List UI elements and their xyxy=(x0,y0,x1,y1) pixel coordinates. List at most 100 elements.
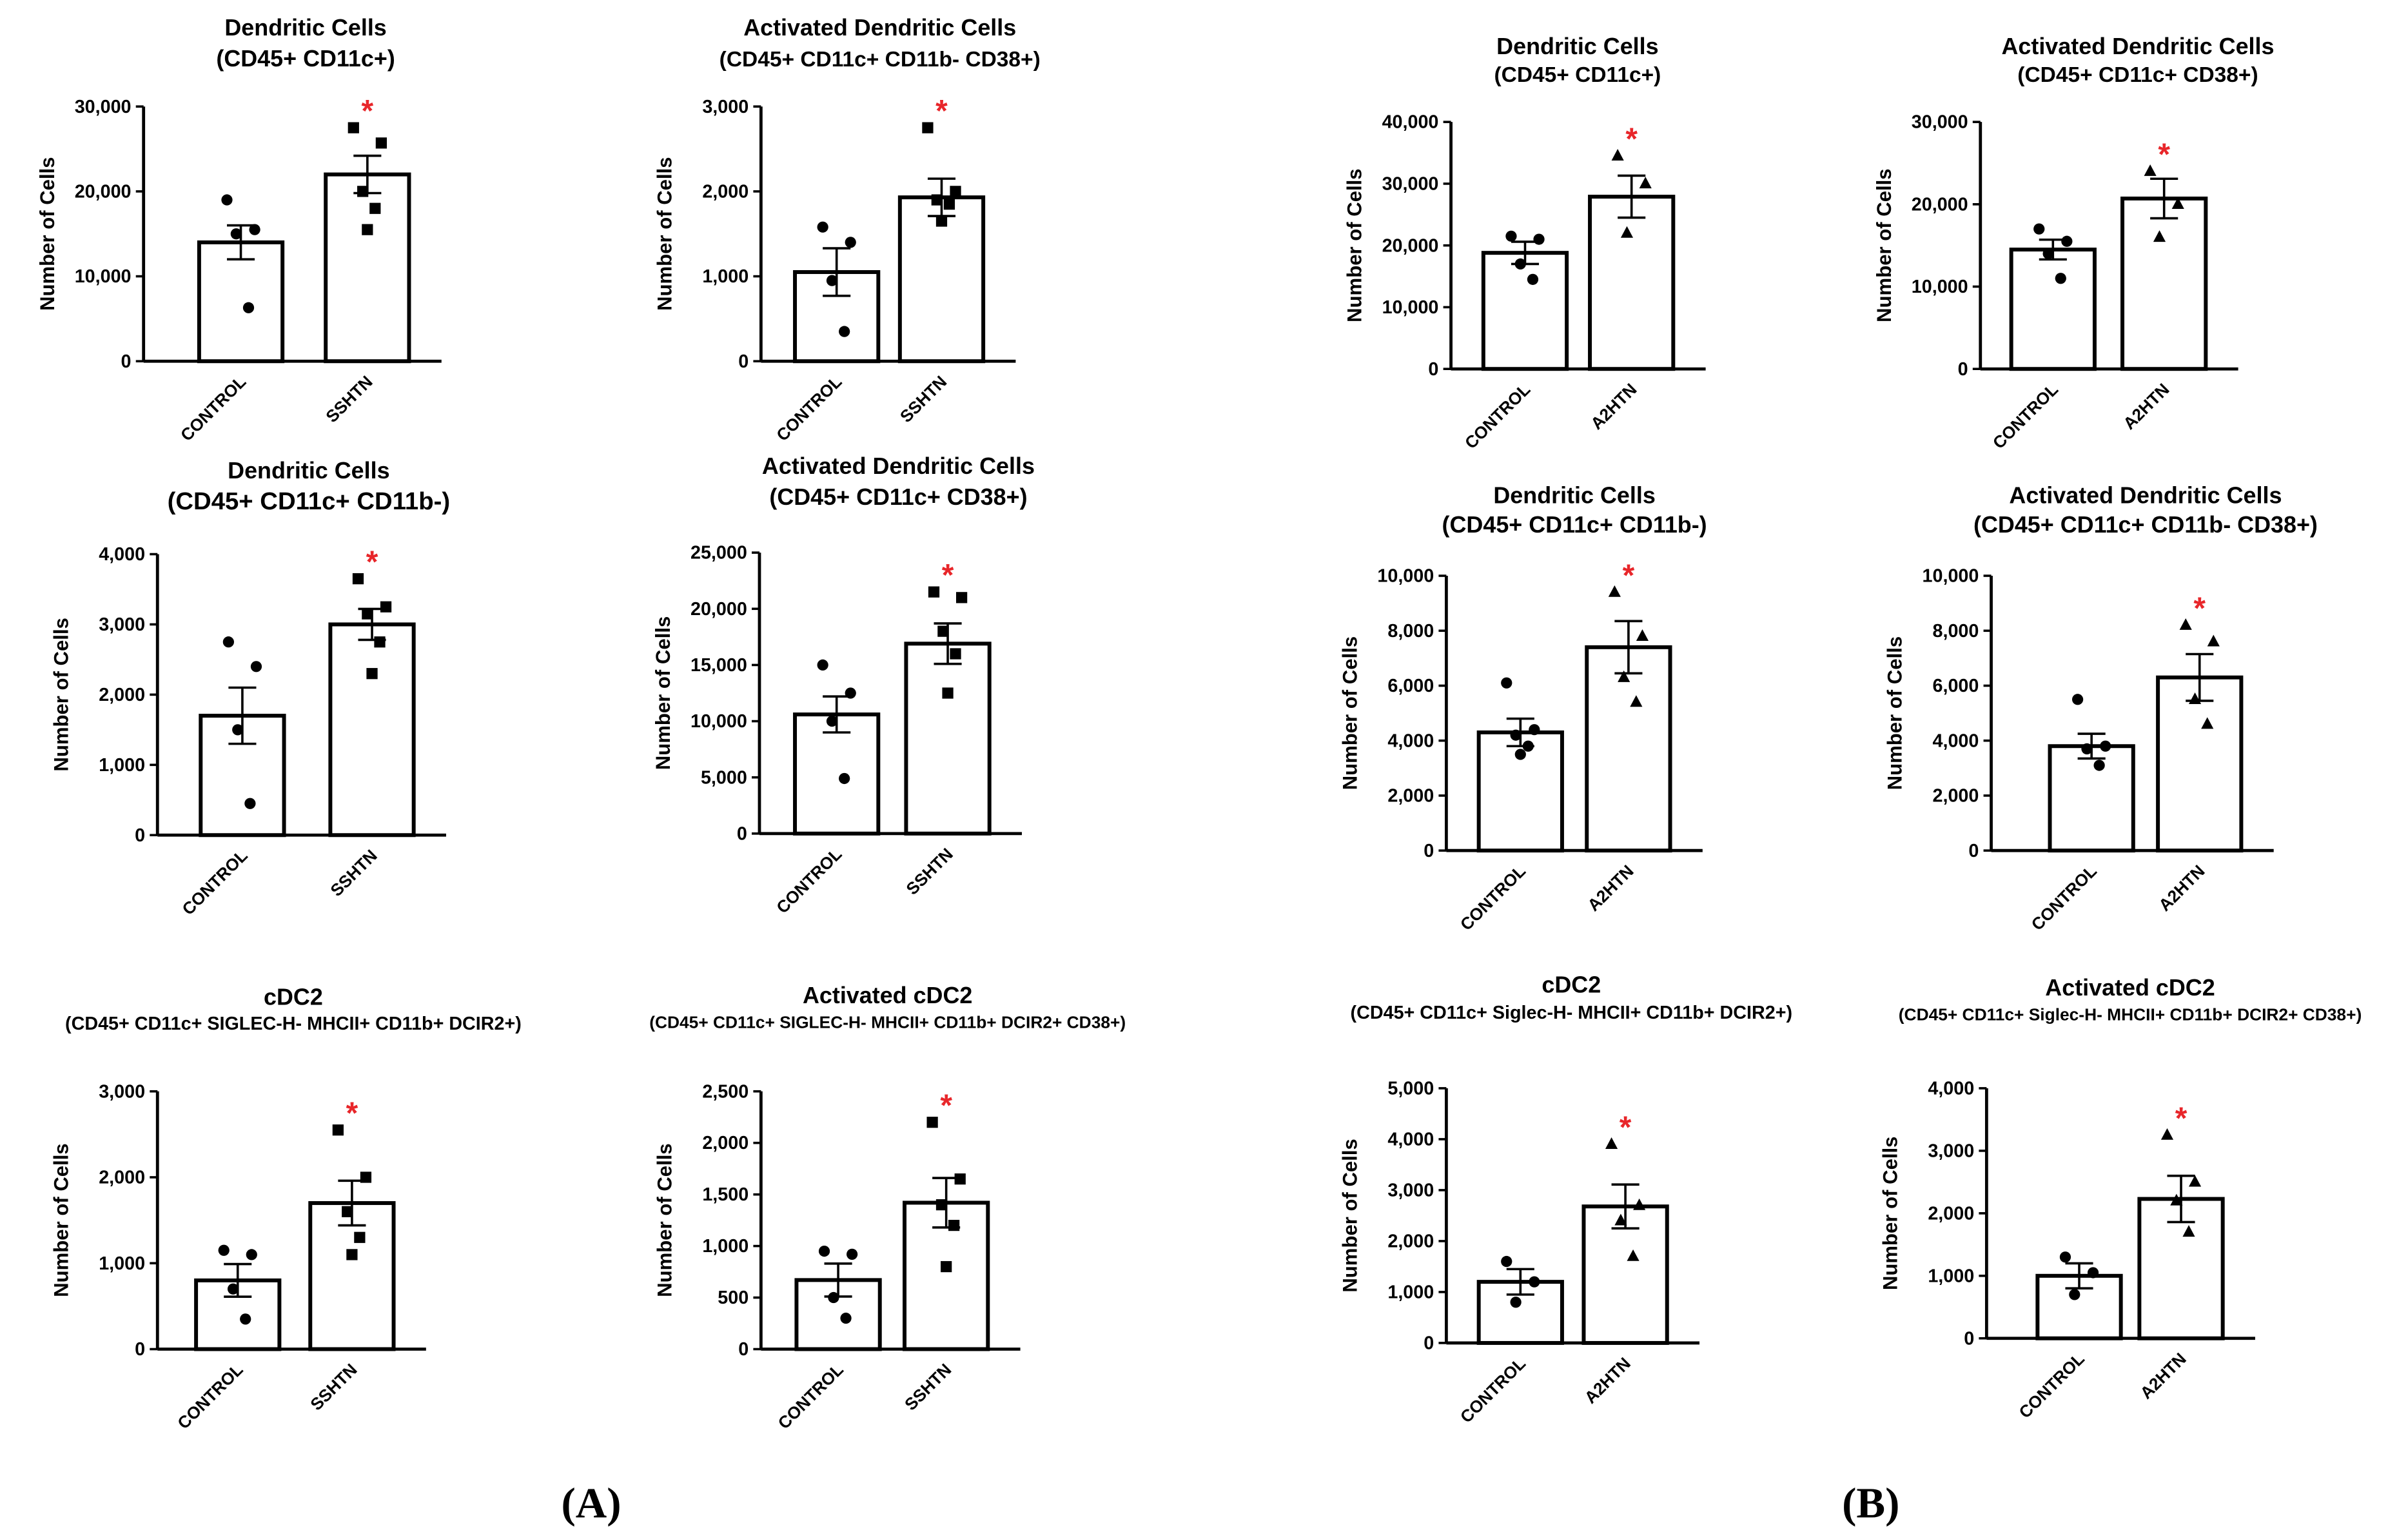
bar xyxy=(2120,196,2208,371)
x-tick-label: SSHTN xyxy=(322,372,376,426)
significance-mark: * xyxy=(2158,138,2170,172)
data-point xyxy=(955,592,968,603)
chart-subtitle: (CD45+ CD11c+ CD11b-) xyxy=(168,487,450,515)
data-point xyxy=(346,1249,358,1260)
y-tick-label: 10,000 xyxy=(1912,277,1968,297)
y-tick-label: 2,000 xyxy=(1928,1203,1974,1224)
x-tick-label: SSHTN xyxy=(903,844,957,898)
data-point xyxy=(362,608,373,620)
y-tick-label: 8,000 xyxy=(1387,621,1434,642)
panel-label: (B) xyxy=(1842,1479,1899,1527)
data-point xyxy=(2069,1289,2080,1300)
y-tick-label: 30,000 xyxy=(1912,112,1968,133)
data-point xyxy=(2042,248,2054,260)
y-tick-label: 1,000 xyxy=(99,755,145,776)
x-tick-label: A2HTN xyxy=(2119,380,2173,433)
chart-subtitle: (CD45+ CD11c+ CD38+) xyxy=(2017,63,2258,87)
x-tick-label: CONTROL xyxy=(173,1360,246,1433)
chart-subtitle: (CD45+ CD11c+ SIGLEC-H- MHCII+ CD11b+ DC… xyxy=(649,1013,1126,1032)
y-tick-label: 0 xyxy=(135,825,145,846)
data-point xyxy=(1514,749,1526,760)
data-point xyxy=(374,636,386,648)
y-tick-label: 6,000 xyxy=(1387,676,1434,696)
y-tick-label: 2,000 xyxy=(702,1133,749,1153)
y-axis-label: Number of Cells xyxy=(1339,1139,1362,1293)
y-tick-label: 10,000 xyxy=(1377,566,1434,587)
data-point xyxy=(840,1312,852,1324)
data-point xyxy=(2171,197,2184,210)
data-point xyxy=(817,221,828,233)
x-tick-label: CONTROL xyxy=(774,1360,847,1433)
y-tick-label: 20,000 xyxy=(1382,235,1439,256)
y-tick-label: 10,000 xyxy=(690,711,747,732)
data-point xyxy=(2033,223,2045,235)
y-tick-label: 3,000 xyxy=(702,97,749,117)
y-tick-label: 2,000 xyxy=(99,1168,145,1188)
chart-subtitle: (CD45+ CD11c+ CD11b-) xyxy=(1442,511,1707,538)
y-tick-label: 25,000 xyxy=(690,543,747,564)
chart: Activated Dendritic Cells(CD45+ CD11c+ C… xyxy=(1884,482,2318,934)
y-tick-label: 4,000 xyxy=(1928,1078,1974,1099)
y-tick-label: 10,000 xyxy=(75,266,132,287)
chart-title: Activated cDC2 xyxy=(803,982,972,1008)
y-tick-label: 0 xyxy=(1424,1333,1434,1354)
x-tick-label: SSHTN xyxy=(327,846,381,900)
chart-subtitle: (CD45+ CD11c+ Siglec-H- MHCII+ CD11b+ DC… xyxy=(1351,1003,1793,1023)
data-point xyxy=(1620,226,1634,238)
y-tick-label: 1,500 xyxy=(702,1184,749,1205)
y-tick-label: 20,000 xyxy=(75,181,132,202)
data-point xyxy=(1505,230,1517,242)
y-tick-label: 3,000 xyxy=(1928,1141,1974,1161)
data-point xyxy=(380,601,392,613)
x-tick-label: CONTROL xyxy=(1456,861,1529,934)
y-tick-label: 2,000 xyxy=(1933,786,1979,807)
bar xyxy=(903,1201,990,1351)
y-tick-label: 5,000 xyxy=(1387,1078,1434,1099)
chart: Activated Dendritic Cells(CD45+ CD11c+ C… xyxy=(1873,33,2275,453)
data-point xyxy=(1501,1255,1512,1268)
data-point xyxy=(845,237,856,248)
x-tick-label: CONTROL xyxy=(772,844,845,917)
y-tick-label: 1,000 xyxy=(99,1253,145,1274)
data-point xyxy=(926,1117,938,1128)
data-point xyxy=(1618,670,1630,682)
y-tick-label: 2,500 xyxy=(702,1081,749,1102)
data-point xyxy=(222,636,234,648)
data-point xyxy=(2182,1225,2195,1237)
y-axis-label: Number of Cells xyxy=(1344,168,1366,322)
data-point xyxy=(1529,1276,1540,1288)
chart-subtitle: (CD45+ CD11c+ CD38+) xyxy=(769,484,1027,510)
y-tick-label: 3,000 xyxy=(99,614,145,635)
data-point xyxy=(1636,629,1649,641)
data-point xyxy=(2061,235,2073,247)
chart-title: Activated cDC2 xyxy=(2045,974,2215,1001)
significance-mark: * xyxy=(2175,1102,2188,1136)
data-point xyxy=(1627,1249,1640,1261)
panel-label: (A) xyxy=(561,1479,621,1527)
y-axis-label: Number of Cells xyxy=(50,1143,72,1297)
data-point xyxy=(2055,273,2066,284)
data-point xyxy=(250,661,262,672)
x-tick-label: CONTROL xyxy=(772,372,845,445)
data-point xyxy=(942,687,954,699)
significance-mark: * xyxy=(346,1097,358,1131)
chart: Activated Dendritic Cells(CD45+ CD11c+ C… xyxy=(652,453,1035,917)
x-tick-label: SSHTN xyxy=(896,372,950,426)
y-tick-label: 30,000 xyxy=(75,97,132,117)
data-point xyxy=(360,1171,372,1183)
data-point xyxy=(366,668,378,680)
chart-subtitle: (CD45+ CD11c+ Siglec-H- MHCII+ CD11b+ DC… xyxy=(1899,1005,2362,1024)
y-tick-label: 0 xyxy=(737,823,747,844)
data-point xyxy=(1605,1137,1618,1149)
y-tick-label: 3,000 xyxy=(99,1081,145,1102)
y-tick-label: 0 xyxy=(135,1339,145,1360)
y-axis-label: Number of Cells xyxy=(652,616,674,770)
y-tick-label: 0 xyxy=(1964,1328,1974,1349)
data-point xyxy=(1633,1198,1646,1210)
data-point xyxy=(1501,677,1512,689)
data-point xyxy=(2188,1175,2202,1187)
data-point xyxy=(232,724,244,736)
y-tick-label: 0 xyxy=(1428,359,1438,380)
data-point xyxy=(1533,233,1545,245)
